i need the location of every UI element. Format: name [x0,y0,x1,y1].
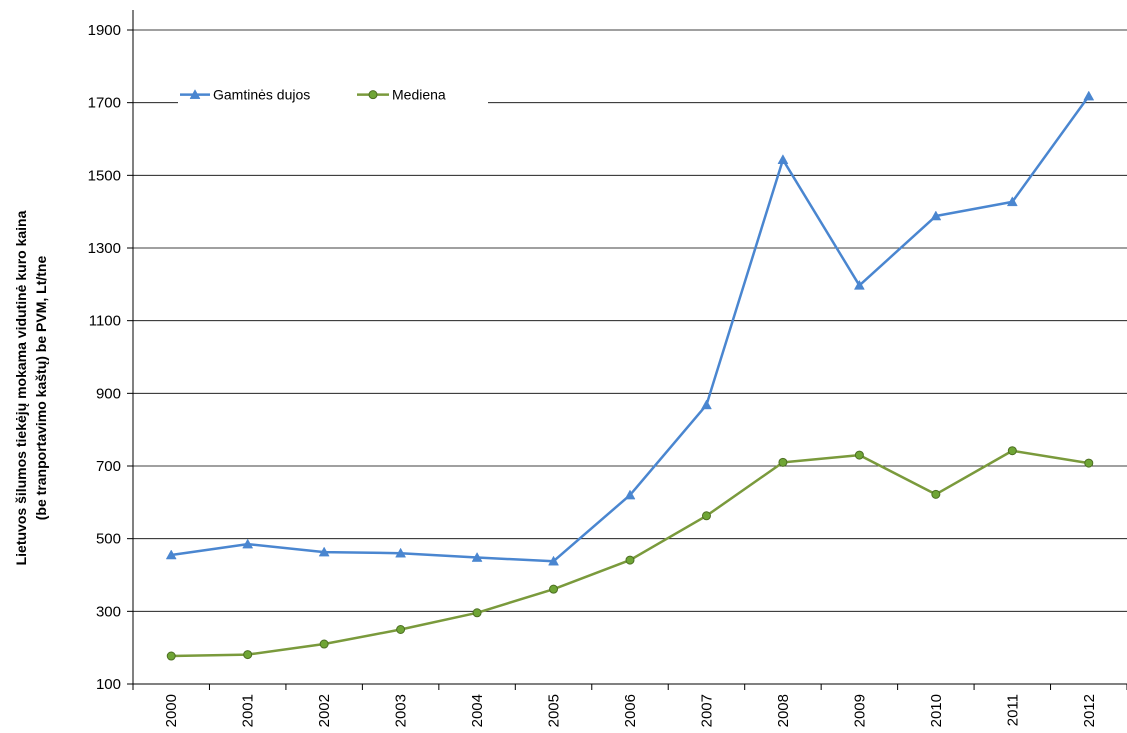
x-tick-label: 2010 [928,694,945,727]
x-tick-label: 2009 [851,694,868,727]
data-point [1083,90,1095,101]
legend-item: Mediena [357,87,446,103]
legend-label: Mediena [392,87,446,103]
data-point [930,210,942,221]
data-point [318,546,330,557]
legend-marker [189,89,201,99]
series-line [171,449,1089,658]
y-axis-title-line-2: (be tranportavimo kaštų) be PVM, Lt/tne [33,256,49,521]
y-axis-title: Lietuvos šilumos tiekėjų mokama vidutinė… [13,210,49,565]
data-point [242,538,254,549]
y-axis-title-line-1: Lietuvos šilumos tiekėjų mokama vidutinė… [13,210,29,565]
x-tick-label: 2002 [316,694,333,727]
x-tick-label: 2003 [393,694,410,727]
data-point [319,639,329,649]
data-point [624,489,636,500]
x-tick-label: 2011 [1004,694,1021,726]
x-tick-label: 2004 [469,694,486,727]
data-point [778,457,788,467]
legend-marker [368,90,378,100]
y-tick-label: 500 [96,531,121,548]
x-tick-label: 2001 [240,694,257,727]
data-point [701,511,711,521]
data-point [1007,446,1017,456]
series [165,90,1095,661]
data-point [472,608,482,618]
x-tick-label: 2005 [546,694,563,727]
data-point [777,154,789,164]
gridlines [133,29,1127,612]
x-tick-label: 2000 [163,694,180,727]
data-point [1006,196,1018,207]
x-tick-label: 2007 [698,694,715,727]
data-point [853,279,865,290]
data-point [625,555,635,565]
data-point [549,584,559,594]
y-tick-label: 1900 [88,22,121,39]
data-point [1084,458,1094,468]
series-mediena [166,446,1094,661]
legend-label: Gamtinės dujos [213,87,310,103]
x-tick-label: 2012 [1081,694,1098,727]
y-tick-label: 700 [96,458,121,475]
series-gamtines-dujos [165,90,1095,566]
data-point [471,552,483,562]
data-point [165,549,177,560]
y-tick-label: 300 [96,603,121,620]
x-tick-label: 2006 [622,694,639,727]
data-point [395,547,407,558]
y-tick-label: 900 [96,385,121,402]
y-tick-label: 1300 [88,240,121,257]
data-point [548,555,559,566]
y-tick-label: 1100 [89,313,121,330]
data-point [854,450,864,460]
x-tick-label: 2008 [775,694,792,727]
y-tick-label: 100 [96,676,121,693]
y-tick-label: 1700 [88,95,121,112]
legend-item: Gamtinės dujos [180,87,310,103]
data-point [166,651,176,661]
legend: Gamtinės dujos Mediena [180,87,446,103]
data-point [931,489,941,499]
y-tick-label: 1500 [88,167,121,184]
data-point [701,399,712,410]
data-point [396,625,406,634]
data-point [243,650,253,660]
axes: 100 300 500 700 900 1100 1300 1500 1700 1900 2000 2… [88,10,1127,727]
